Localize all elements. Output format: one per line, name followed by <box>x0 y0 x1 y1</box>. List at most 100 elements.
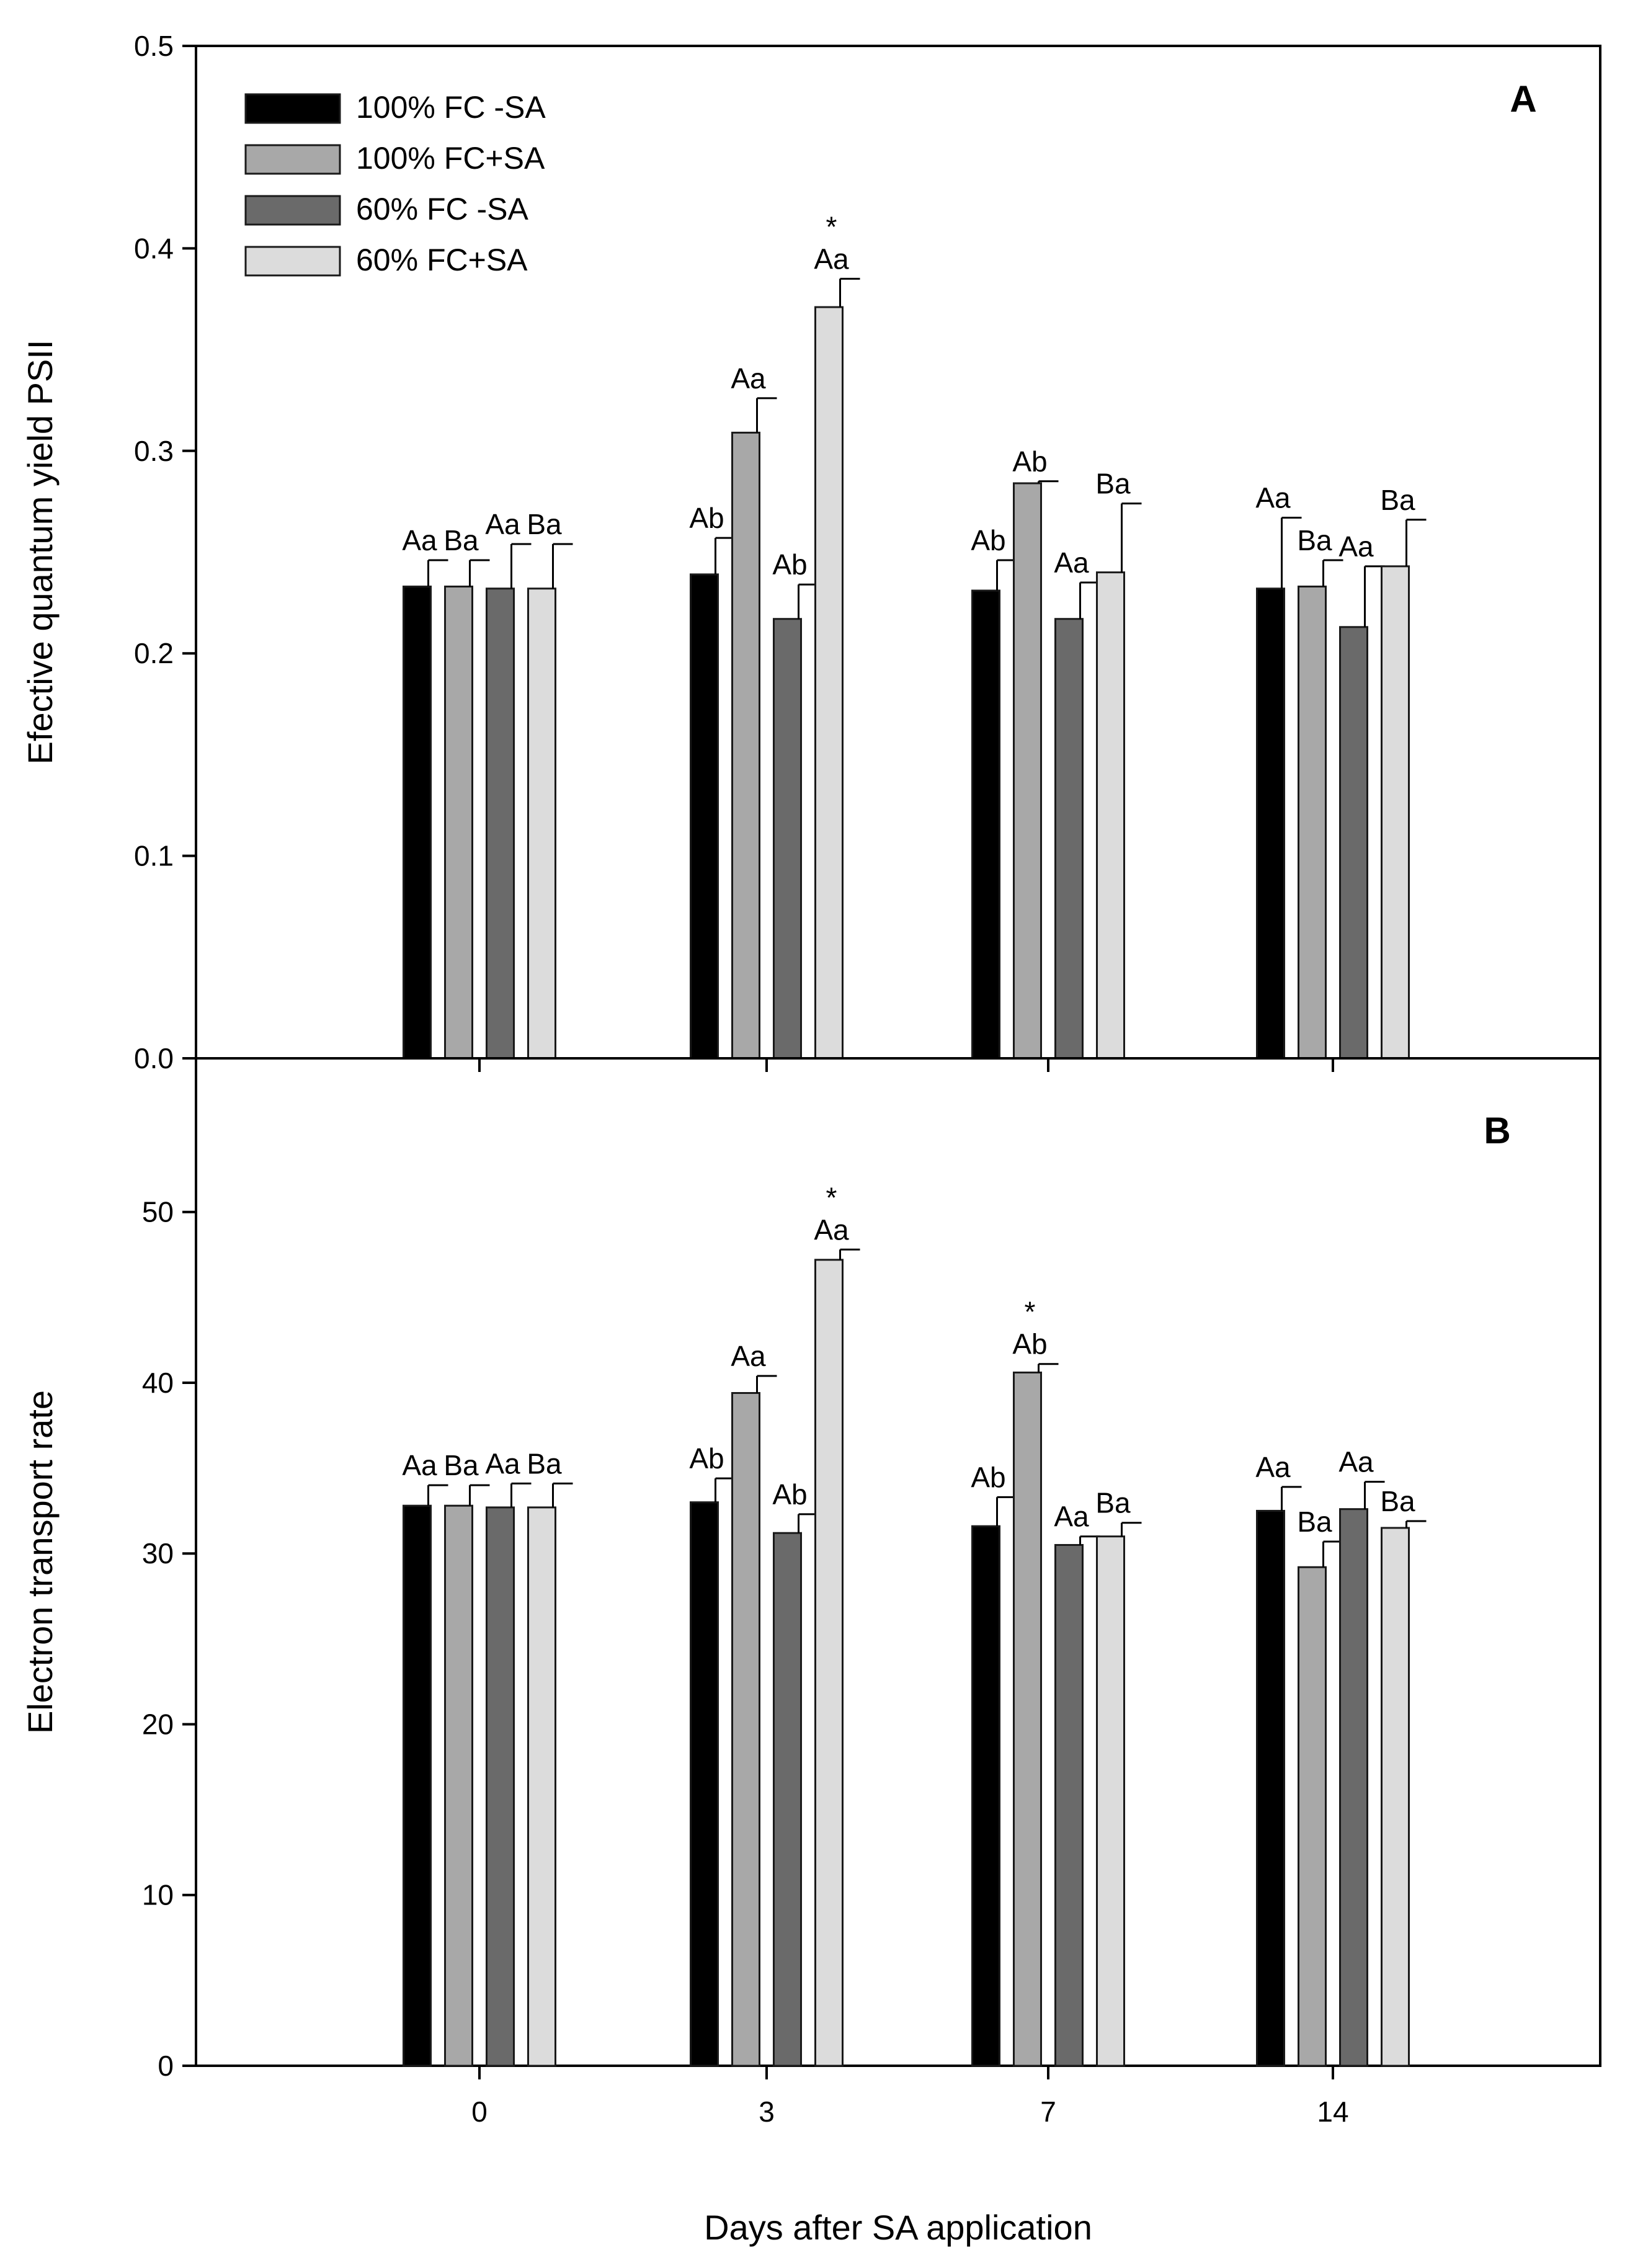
bar-letter-label: Ab <box>689 1442 724 1475</box>
bar <box>444 1504 473 2067</box>
panel-b-y-axis: 0 10 20 30 40 50 <box>142 1196 196 2082</box>
bar <box>1298 1566 1327 2067</box>
bar <box>1381 1527 1410 2067</box>
bar <box>1096 1535 1125 2067</box>
bar-letter-label: Aa <box>814 243 849 275</box>
bar-letter-label: Ba <box>1297 1506 1332 1538</box>
y-tick-label: 0.0 <box>134 1042 174 1074</box>
bar-letter-label: Ba <box>1297 524 1332 556</box>
legend-label: 100% FC -SA <box>356 90 546 125</box>
panel-a-letter: A <box>1510 78 1536 120</box>
bar <box>1381 565 1410 1060</box>
bar <box>1096 571 1125 1060</box>
legend-label: 60% FC+SA <box>356 243 528 277</box>
bar-letter-label: Ba <box>1095 1487 1131 1519</box>
bar-letter-label: Aa <box>485 508 520 540</box>
bar-letter-label: Ba <box>1380 484 1415 516</box>
bar-letter-label: Ba <box>443 524 479 556</box>
bar-letter-label: Ba <box>527 508 562 540</box>
y-tick-label: 10 <box>142 1879 174 1911</box>
bar-letter-label: Ba <box>443 1449 479 1481</box>
bar <box>773 618 802 1060</box>
bar-letter-label: Aa <box>814 1213 849 1246</box>
bar <box>814 1259 844 2067</box>
bar-letter-label: Aa <box>1054 1501 1089 1533</box>
bar <box>403 585 432 1060</box>
y-tick-label: 0.4 <box>134 232 174 264</box>
panel-b-frame <box>195 1057 1601 2067</box>
significance-star: * <box>826 210 837 243</box>
bar <box>690 573 719 1060</box>
bar <box>1013 482 1042 1060</box>
panel-b-letter: B <box>1484 1110 1510 1151</box>
legend-label: 100% FC+SA <box>356 141 545 176</box>
y-tick-label: 0.5 <box>134 30 174 62</box>
bar <box>971 589 1000 1060</box>
bar-letter-label: Ba <box>1095 468 1131 500</box>
x-axis: 0 3 7 14 <box>471 2066 1349 2128</box>
bar <box>527 587 556 1060</box>
bar-letter-label: Ab <box>971 524 1005 556</box>
bar <box>1054 1543 1084 2067</box>
x-tick-label: 0 <box>471 2096 488 2128</box>
bar <box>486 587 515 1060</box>
bar <box>1339 626 1368 1060</box>
x-tick-label: 7 <box>1040 2096 1056 2128</box>
bar-letter-label: Aa <box>1338 1446 1374 1478</box>
bar-letter-label: Aa <box>1054 547 1089 579</box>
x-axis-title: Days after SA application <box>704 2208 1092 2247</box>
bar <box>1298 585 1327 1060</box>
bar-letter-label: Aa <box>402 524 437 556</box>
x-tick-label: 3 <box>759 2096 775 2128</box>
bar <box>527 1506 556 2067</box>
bar-letter-label: Ab <box>1012 445 1047 478</box>
legend-label: 60% FC -SA <box>356 192 529 226</box>
bar <box>486 1506 515 2067</box>
bar <box>814 306 844 1060</box>
legend-swatch <box>244 195 341 226</box>
bar <box>1256 587 1285 1060</box>
bar-letter-label: Ba <box>527 1447 562 1480</box>
y-tick-label: 0.3 <box>134 435 174 467</box>
bar-letter-label: Aa <box>731 362 766 395</box>
bar <box>731 431 760 1060</box>
bar-letter-label: Aa <box>1255 482 1291 514</box>
bar <box>1013 1371 1042 2067</box>
panel-a-y-axis-title: Efective quantum yield PSII <box>20 340 60 765</box>
bar-letter-label: Aa <box>731 1340 766 1372</box>
legend-swatch <box>244 144 341 175</box>
bar-letter-label: Ab <box>971 1461 1005 1493</box>
bar-letter-label: Aa <box>485 1447 520 1480</box>
bar <box>773 1532 802 2067</box>
y-tick-label: 0 <box>158 2050 174 2082</box>
legend: 100% FC -SA 100% FC+SA 60% FC -SA 60% FC+SA <box>244 90 546 277</box>
y-tick-label: 0.2 <box>134 637 174 669</box>
y-tick-label: 20 <box>142 1708 174 1740</box>
bar <box>971 1525 1000 2067</box>
bar-letter-label: Aa <box>402 1449 437 1481</box>
bar <box>690 1501 719 2067</box>
panel-a-y-axis: 0.0 0.1 0.2 0.3 0.4 0.5 <box>134 30 1334 1074</box>
y-tick-label: 30 <box>142 1537 174 1569</box>
legend-swatch <box>244 246 341 277</box>
bar-letter-label: Ab <box>772 548 807 581</box>
y-tick-label: 0.1 <box>134 840 174 872</box>
y-tick-label: 40 <box>142 1367 174 1399</box>
significance-star: * <box>1025 1296 1036 1328</box>
bar <box>403 1504 432 2067</box>
bar <box>731 1391 760 2067</box>
bar-letter-label: Aa <box>1338 530 1374 563</box>
bar-letter-label: Ab <box>1012 1328 1047 1360</box>
y-tick-label: 50 <box>142 1196 174 1228</box>
bar <box>444 585 473 1060</box>
bar <box>1256 1509 1285 2067</box>
bar <box>1054 618 1084 1060</box>
bar <box>1339 1508 1368 2067</box>
bar-letter-label: Ab <box>772 1478 807 1511</box>
x-tick-label: 14 <box>1317 2096 1348 2128</box>
